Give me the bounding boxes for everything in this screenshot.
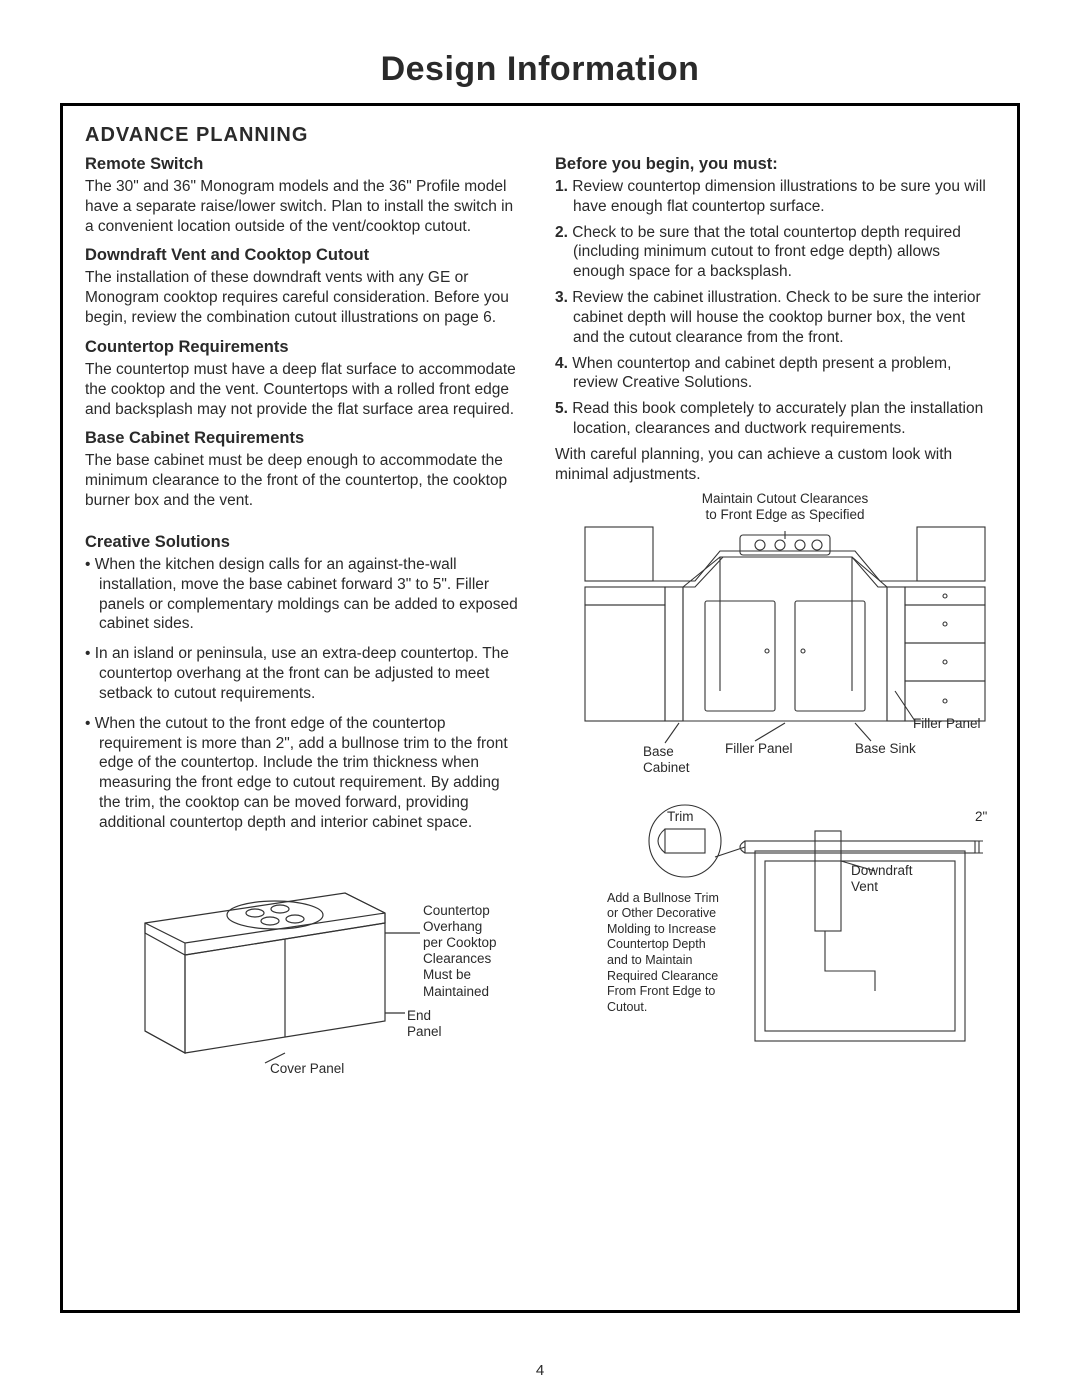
label-base-sink: Base Sink bbox=[855, 741, 916, 757]
list-item: Review countertop dimension illustration… bbox=[555, 177, 995, 217]
heading-countertop: Countertop Requirements bbox=[85, 338, 525, 357]
list-item: When countertop and cabinet depth presen… bbox=[555, 354, 995, 394]
diagram-island: Countertop Overhang per Cooktop Clearanc… bbox=[85, 863, 525, 1083]
heading-base-cabinet: Base Cabinet Requirements bbox=[85, 429, 525, 448]
list-item: Review the cabinet illustration. Check t… bbox=[555, 288, 995, 347]
page-number: 4 bbox=[0, 1362, 1080, 1379]
content-frame: ADVANCE PLANNING Remote Switch The 30" a… bbox=[60, 103, 1020, 1313]
column-right: Before you begin, you must: Review count… bbox=[555, 155, 995, 1287]
list-item: When the kitchen design calls for an aga… bbox=[85, 555, 525, 634]
list-item: Read this book completely to accurately … bbox=[555, 399, 995, 439]
label-downdraft: Downdraft Vent bbox=[851, 863, 913, 895]
label-cover-panel: Cover Panel bbox=[270, 1061, 344, 1077]
label-bullnose-note: Add a Bullnose Trim or Other Decorative … bbox=[607, 891, 719, 1016]
label-trim: Trim bbox=[667, 809, 694, 825]
para-base-cabinet: The base cabinet must be deep enough to … bbox=[85, 451, 525, 510]
label-end-panel: End Panel bbox=[407, 1008, 442, 1040]
list-item: When the cutout to the front edge of the… bbox=[85, 714, 525, 833]
heading-creative: Creative Solutions bbox=[85, 533, 525, 552]
list-item: In an island or peninsula, use an extra-… bbox=[85, 644, 525, 703]
label-filler-right: Filler Panel bbox=[913, 716, 981, 732]
label-filler-center: Filler Panel bbox=[725, 741, 793, 757]
label-overhang: Countertop Overhang per Cooktop Clearanc… bbox=[423, 903, 497, 1000]
label-two-inch: 2" bbox=[975, 809, 987, 825]
diagram-cabinets: Maintain Cutout Clearances to Front Edge… bbox=[555, 491, 995, 791]
label-base-cabinet: Base Cabinet bbox=[643, 744, 690, 776]
para-cutout: The installation of these downdraft vent… bbox=[85, 268, 525, 327]
section-heading: ADVANCE PLANNING bbox=[85, 124, 995, 147]
diagram-bullnose: Trim 2" Downdraft Vent Add a Bullnose Tr… bbox=[555, 801, 995, 1061]
list-creative: When the kitchen design calls for an aga… bbox=[85, 555, 525, 833]
heading-before-begin: Before you begin, you must: bbox=[555, 155, 995, 174]
list-before-begin: Review countertop dimension illustration… bbox=[555, 177, 995, 439]
heading-cutout: Downdraft Vent and Cooktop Cutout bbox=[85, 246, 525, 265]
list-item: Check to be sure that the total countert… bbox=[555, 223, 995, 282]
column-left: Remote Switch The 30" and 36" Monogram m… bbox=[85, 155, 525, 1287]
columns: Remote Switch The 30" and 36" Monogram m… bbox=[85, 155, 995, 1287]
para-remote-switch: The 30" and 36" Monogram models and the … bbox=[85, 177, 525, 236]
heading-remote-switch: Remote Switch bbox=[85, 155, 525, 174]
para-closing: With careful planning, you can achieve a… bbox=[555, 445, 995, 485]
page-title: Design Information bbox=[60, 50, 1020, 89]
para-countertop: The countertop must have a deep flat sur… bbox=[85, 360, 525, 419]
